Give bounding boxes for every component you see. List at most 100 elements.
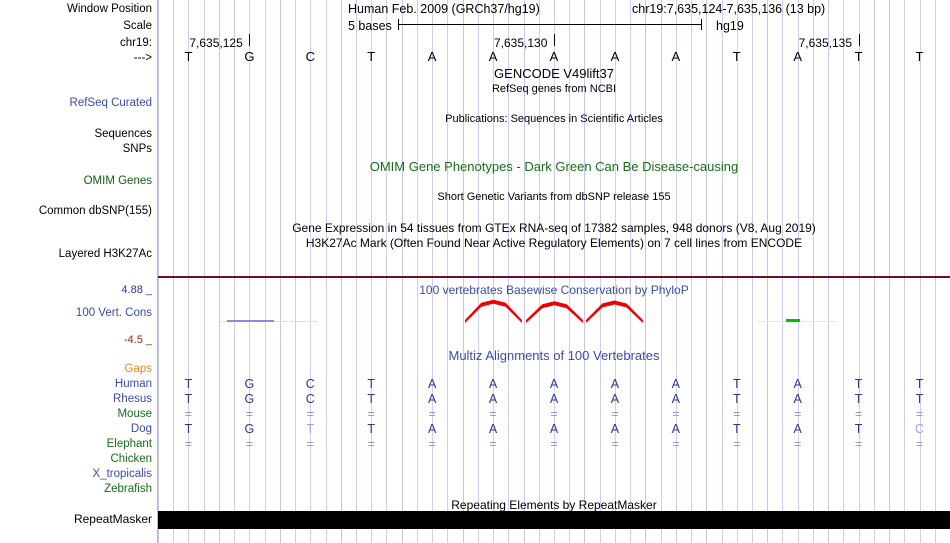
alignment-base: A bbox=[427, 377, 437, 391]
ruler-base: G bbox=[244, 49, 255, 64]
conservation-plot[interactable] bbox=[158, 278, 950, 346]
ruler-tick bbox=[554, 34, 555, 46]
gridline bbox=[234, 0, 236, 543]
gridline bbox=[904, 0, 906, 543]
alignment-base: A bbox=[610, 392, 620, 406]
label-species-elephant[interactable]: Elephant bbox=[106, 438, 152, 450]
alignment-gap: = bbox=[794, 437, 802, 451]
scale-amount: 5 bases bbox=[348, 19, 392, 33]
region-coordinates: chr19:7,635,124-7,635,136 (13 bp) bbox=[632, 2, 826, 16]
label-species-human[interactable]: Human bbox=[114, 378, 152, 390]
alignment-base: A bbox=[793, 422, 802, 436]
alignment-base: C bbox=[915, 422, 925, 436]
alignment-base: G bbox=[244, 422, 255, 436]
ruler-base: T bbox=[915, 49, 924, 64]
gridline bbox=[721, 0, 723, 543]
gridline bbox=[569, 0, 571, 543]
alignment-gap: = bbox=[184, 437, 193, 451]
conservation-top-divider bbox=[158, 276, 950, 278]
label-species-mouse[interactable]: Mouse bbox=[117, 408, 152, 420]
gridline bbox=[660, 0, 662, 543]
alignment-base: A bbox=[427, 392, 437, 406]
gridline bbox=[279, 0, 281, 543]
ruler-position-label: 7,635,135 bbox=[798, 36, 852, 50]
ruler-tick bbox=[249, 34, 251, 46]
ruler-base: T bbox=[184, 49, 193, 64]
alignment-gap: = bbox=[489, 407, 497, 421]
alignment-base: G bbox=[244, 392, 255, 406]
gridline bbox=[188, 0, 190, 543]
gridline bbox=[523, 0, 525, 543]
conservation-bar-green bbox=[785, 319, 800, 322]
label-repeatmasker[interactable]: RepeatMasker bbox=[73, 512, 152, 526]
alignment-base: A bbox=[549, 392, 559, 406]
gridline bbox=[919, 0, 921, 543]
alignment-gap: = bbox=[306, 407, 314, 421]
gridline bbox=[249, 0, 251, 543]
label-species-chicken[interactable]: Chicken bbox=[110, 453, 152, 465]
label-common-dbsnp[interactable]: Common dbSNP(155) bbox=[38, 205, 152, 217]
alignment-gap: = bbox=[915, 407, 924, 421]
alignment-base: A bbox=[427, 422, 437, 436]
ruler-base: C bbox=[305, 49, 315, 64]
conservation-peak bbox=[586, 300, 644, 323]
alignment-base: C bbox=[305, 377, 315, 391]
label-sequences[interactable]: Sequences bbox=[94, 128, 152, 140]
conservation-bar-blue bbox=[226, 320, 275, 322]
alignment-gap: = bbox=[428, 437, 436, 451]
alignment-gap: = bbox=[184, 407, 193, 421]
alignment-base: T bbox=[184, 392, 193, 406]
ruler-base: T bbox=[854, 49, 863, 64]
alignment-base: A bbox=[488, 422, 498, 436]
alignment-gap: = bbox=[306, 437, 314, 451]
gridline bbox=[203, 0, 205, 543]
cons-max-value: 4.88 _ bbox=[121, 284, 152, 296]
label-layered-h3k27ac[interactable]: Layered H3K27Ac bbox=[58, 248, 152, 260]
alignment-gap: = bbox=[672, 437, 680, 451]
conservation-description: 100 vertebrates Basewise Conservation by… bbox=[419, 283, 689, 297]
ruler-position-label: 7,635,130 bbox=[494, 36, 548, 50]
gridline bbox=[889, 0, 891, 543]
gridline bbox=[462, 0, 464, 543]
gridline bbox=[736, 0, 738, 543]
label-100-vert-cons[interactable]: 100 Vert. Cons bbox=[75, 307, 152, 319]
gridline bbox=[264, 0, 266, 543]
alignment-gap: = bbox=[489, 437, 497, 451]
repeatmasker-description: Repeating Elements by RepeatMasker bbox=[451, 498, 657, 512]
gridline bbox=[432, 0, 434, 543]
alignment-base: T bbox=[367, 377, 376, 391]
label-species-x-tropicalis[interactable]: X_tropicalis bbox=[92, 468, 152, 480]
track-left-border bbox=[157, 0, 158, 543]
track-label-column: Window Position Scale chr19: ---> RefSeq… bbox=[0, 0, 152, 543]
gridlines bbox=[158, 0, 950, 543]
alignment-base: T bbox=[915, 377, 924, 391]
gridline bbox=[934, 0, 936, 543]
gridline bbox=[706, 0, 708, 543]
ruler-base: A bbox=[793, 49, 803, 64]
alignment-base: T bbox=[854, 422, 863, 436]
alignment-base: A bbox=[549, 422, 559, 436]
gridline bbox=[767, 0, 769, 543]
gridline bbox=[873, 0, 875, 543]
alignment-base: A bbox=[488, 392, 498, 406]
alignment-base: A bbox=[671, 392, 681, 406]
label-species-dog[interactable]: Dog bbox=[130, 423, 152, 435]
alignment-gap: = bbox=[245, 437, 254, 451]
gencode-title: GENCODE V49lift37 bbox=[494, 66, 614, 81]
gridline bbox=[493, 0, 495, 543]
gridline bbox=[828, 0, 830, 543]
label-gaps[interactable]: Gaps bbox=[124, 363, 153, 375]
repeatmasker-bar[interactable] bbox=[158, 511, 950, 529]
alignment-base: A bbox=[671, 422, 681, 436]
gridline bbox=[630, 0, 632, 543]
gtex-description: Gene Expression in 54 tissues from GTEx … bbox=[292, 221, 816, 235]
conservation-peak bbox=[464, 299, 522, 323]
label-species-rhesus[interactable]: Rhesus bbox=[113, 393, 152, 405]
label-snps[interactable]: SNPs bbox=[122, 143, 152, 155]
db-name: hg19 bbox=[716, 19, 744, 33]
label-refseq-curated[interactable]: RefSeq Curated bbox=[69, 97, 152, 109]
alignment-base: T bbox=[732, 377, 741, 391]
label-omim-genes[interactable]: OMIM Genes bbox=[83, 175, 152, 187]
label-species-zebrafish[interactable]: Zebrafish bbox=[104, 483, 152, 495]
